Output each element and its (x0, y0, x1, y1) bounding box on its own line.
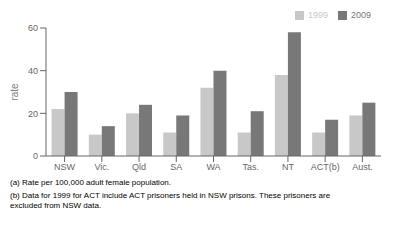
svg-text:ACT(b): ACT(b) (311, 162, 340, 172)
svg-text:Tas.: Tas. (242, 162, 259, 172)
html-text:excluded from NSW data.: excluded from NSW data. (10, 201, 102, 210)
html-text:2009: 2009 (351, 10, 371, 20)
svg-text:Vic.: Vic. (94, 162, 109, 172)
svg-text:40: 40 (28, 66, 38, 76)
svg-text:60: 60 (28, 23, 38, 33)
html-text:1999: 1999 (307, 10, 328, 20)
svg-text:SA: SA (170, 162, 182, 172)
svg-text:Aust.: Aust. (352, 162, 373, 172)
svg-text:rate: rate (9, 83, 20, 101)
svg-text:NSW: NSW (54, 162, 76, 172)
svg-text:0: 0 (33, 151, 38, 161)
html-text:(b) Data for 1999 for ACT incl: (b) Data for 1999 for ACT include ACT pr… (10, 191, 331, 200)
html-text:(a) Rate per 100,000 adult fem: (a) Rate per 100,000 adult female popula… (10, 178, 171, 187)
svg-text:WA: WA (206, 162, 220, 172)
svg-text:Qld: Qld (132, 162, 146, 172)
svg-text:20: 20 (28, 109, 38, 119)
svg-text:NT: NT (282, 162, 294, 172)
